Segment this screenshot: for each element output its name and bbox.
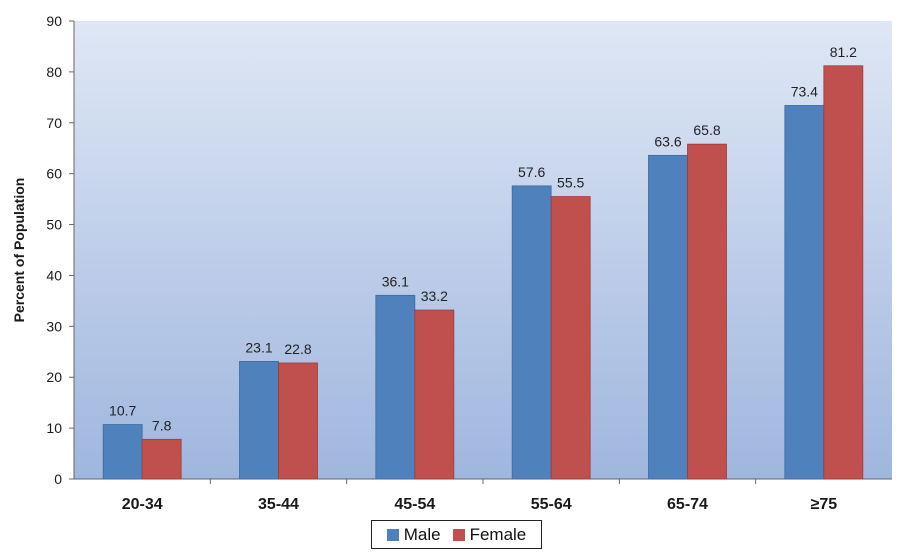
bar-female-3 [414, 309, 455, 480]
legend-label-female: Female [469, 524, 527, 544]
y-tick-label: 0 [54, 471, 62, 487]
y-tick-label: 20 [46, 369, 62, 385]
bar-male-5 [648, 154, 688, 480]
y-tick-label: 10 [46, 420, 62, 436]
data-label-female: 7.8 [152, 417, 172, 433]
bar-male-6 [784, 105, 825, 480]
y-axis-label: Percent of Population [11, 178, 27, 323]
bar-male-1 [102, 424, 143, 480]
bar-female-5 [687, 143, 727, 480]
data-label-male: 23.1 [245, 339, 272, 355]
data-label-male: 57.6 [518, 164, 545, 180]
bar-male-4 [511, 185, 552, 480]
x-category-label: ≥75 [811, 496, 838, 513]
x-category-label: 55-64 [531, 496, 572, 513]
legend-swatch-female [452, 528, 465, 541]
legend-item-female: Female [452, 524, 527, 545]
y-tick-label: 50 [46, 217, 62, 233]
x-category-label: 65-74 [667, 496, 708, 513]
legend: Male Female [371, 520, 542, 549]
bar-female-1 [141, 438, 182, 480]
y-tick-label: 60 [46, 166, 62, 182]
legend-item-male: Male [386, 524, 441, 545]
bar-male-3 [375, 294, 416, 480]
x-category-label: 45-54 [394, 496, 435, 513]
bar-female-6 [823, 65, 864, 480]
bar-female-4 [550, 196, 591, 480]
legend-label-male: Male [403, 524, 441, 544]
data-label-male: 10.7 [109, 403, 136, 419]
legend-swatch-male [386, 528, 399, 541]
y-tick-label: 70 [46, 115, 62, 131]
y-tick-label: 80 [46, 64, 62, 80]
y-tick-label: 40 [46, 267, 62, 283]
x-category-label: 35-44 [258, 496, 299, 513]
y-tick-label: 30 [46, 318, 62, 334]
data-label-female: 33.2 [421, 288, 448, 304]
y-tick-label: 90 [46, 13, 62, 29]
data-label-male: 73.4 [791, 83, 818, 99]
data-label-female: 65.8 [693, 122, 720, 138]
data-label-female: 22.8 [284, 341, 311, 357]
data-label-female: 55.5 [557, 175, 584, 191]
plot-area [74, 21, 892, 479]
bar-male-2 [239, 361, 279, 480]
data-label-male: 36.1 [382, 273, 409, 289]
data-label-male: 63.6 [654, 133, 681, 149]
bar-female-2 [278, 362, 318, 480]
data-label-female: 81.2 [830, 44, 857, 60]
x-category-label: 20-34 [122, 496, 163, 513]
